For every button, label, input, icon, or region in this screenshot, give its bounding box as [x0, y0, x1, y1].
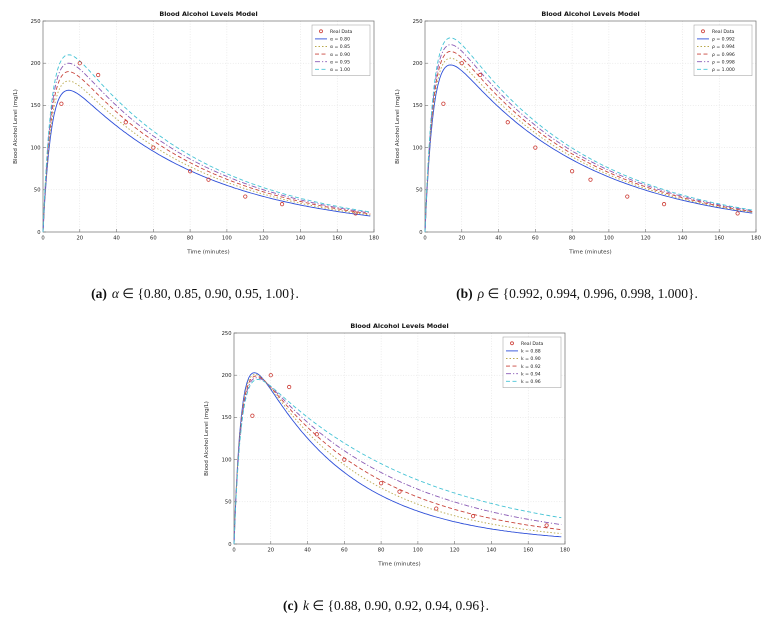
- svg-text:50: 50: [34, 188, 41, 194]
- svg-text:α = 0.90: α = 0.90: [330, 52, 350, 58]
- svg-text:Real Data: Real Data: [521, 341, 544, 347]
- svg-text:140: 140: [295, 236, 305, 242]
- svg-text:120: 120: [259, 236, 269, 242]
- svg-text:60: 60: [341, 548, 348, 554]
- svg-text:100: 100: [222, 236, 232, 242]
- svg-text:Blood Alcohol Level (mg/L): Blood Alcohol Level (mg/L): [204, 401, 210, 476]
- svg-text:α = 0.95: α = 0.95: [330, 59, 350, 65]
- svg-text:150: 150: [413, 103, 423, 109]
- top-row: 0 20 40 60 80 100 120 140 160 180 0 50 100 150 200 250 B…: [0, 6, 772, 302]
- svg-text:k = 0.88: k = 0.88: [521, 349, 541, 355]
- svg-text:0: 0: [232, 548, 235, 554]
- caption-a-symbol: α: [111, 286, 119, 301]
- svg-text:Blood Alcohol Levels Model: Blood Alcohol Levels Model: [350, 322, 448, 330]
- svg-text:Real Data: Real Data: [712, 29, 735, 35]
- svg-text:ρ = 0.994: ρ = 0.994: [712, 44, 735, 50]
- svg-text:Blood Alcohol Levels Model: Blood Alcohol Levels Model: [541, 10, 639, 18]
- svg-text:50: 50: [416, 188, 423, 194]
- svg-text:150: 150: [31, 103, 41, 109]
- svg-text:0: 0: [41, 236, 44, 242]
- svg-text:20: 20: [458, 236, 465, 242]
- svg-text:ρ = 0.996: ρ = 0.996: [712, 52, 735, 58]
- svg-text:k = 0.94: k = 0.94: [521, 371, 541, 377]
- chart-c-blood-alcohol-k: 0 20 40 60 80 100 120 140 160 180 0 50 100 150 200 250 B…: [204, 322, 570, 568]
- caption-c-label: (c): [283, 598, 298, 613]
- svg-text:k = 0.90: k = 0.90: [521, 356, 541, 362]
- figure-c: 0 20 40 60 80 100 120 140 160 180 0 50 100 150 200 250 B…: [198, 318, 574, 614]
- caption-c-symbol: k: [303, 598, 309, 613]
- svg-text:250: 250: [222, 331, 232, 337]
- svg-text:50: 50: [225, 500, 232, 506]
- svg-text:40: 40: [495, 236, 502, 242]
- svg-text:20: 20: [267, 548, 274, 554]
- svg-text:160: 160: [332, 236, 342, 242]
- svg-text:ρ = 1.000: ρ = 1.000: [712, 67, 735, 73]
- svg-text:80: 80: [378, 548, 385, 554]
- svg-text:Time (minutes): Time (minutes): [186, 250, 229, 256]
- svg-text:Time (minutes): Time (minutes): [568, 250, 611, 256]
- svg-text:100: 100: [413, 548, 423, 554]
- svg-text:160: 160: [523, 548, 533, 554]
- figure-a: 0 20 40 60 80 100 120 140 160 180 0 50 100 150 200 250 B…: [7, 6, 383, 302]
- svg-text:α = 0.85: α = 0.85: [330, 44, 350, 50]
- svg-text:0: 0: [228, 542, 231, 548]
- svg-text:180: 180: [369, 236, 379, 242]
- caption-b-text: ∈ {0.992, 0.994, 0.996, 0.998, 1.000}.: [484, 286, 698, 301]
- svg-text:100: 100: [413, 145, 423, 151]
- svg-text:150: 150: [222, 415, 232, 421]
- svg-text:0: 0: [423, 236, 426, 242]
- svg-text:100: 100: [604, 236, 614, 242]
- caption-a: (a) α ∈ {0.80, 0.85, 0.90, 0.95, 1.00}.: [91, 286, 299, 302]
- caption-b: (b) ρ ∈ {0.992, 0.994, 0.996, 0.998, 1.00…: [456, 286, 698, 302]
- svg-text:k = 0.96: k = 0.96: [521, 379, 541, 385]
- svg-text:200: 200: [31, 61, 41, 67]
- svg-text:20: 20: [76, 236, 83, 242]
- svg-text:80: 80: [569, 236, 576, 242]
- svg-text:250: 250: [31, 19, 41, 25]
- svg-text:0: 0: [419, 230, 422, 236]
- svg-text:120: 120: [641, 236, 651, 242]
- svg-text:160: 160: [714, 236, 724, 242]
- svg-text:180: 180: [751, 236, 761, 242]
- chart-b-blood-alcohol-rho: 0 20 40 60 80 100 120 140 160 180 0 50 100 150 200 250 B…: [395, 10, 761, 256]
- svg-text:120: 120: [450, 548, 460, 554]
- svg-text:200: 200: [222, 373, 232, 379]
- svg-text:140: 140: [486, 548, 496, 554]
- caption-b-symbol: ρ: [477, 286, 485, 301]
- svg-text:60: 60: [150, 236, 157, 242]
- svg-text:Blood Alcohol Levels Model: Blood Alcohol Levels Model: [159, 10, 257, 18]
- svg-text:Real Data: Real Data: [330, 29, 353, 35]
- svg-text:Time (minutes): Time (minutes): [377, 562, 420, 568]
- svg-text:ρ = 0.992: ρ = 0.992: [712, 37, 735, 43]
- chart-a-blood-alcohol-alpha: 0 20 40 60 80 100 120 140 160 180 0 50 100 150 200 250 B…: [13, 10, 379, 256]
- svg-text:α = 0.80: α = 0.80: [330, 37, 350, 43]
- bottom-row: 0 20 40 60 80 100 120 140 160 180 0 50 100 150 200 250 B…: [0, 318, 772, 614]
- svg-text:100: 100: [31, 145, 41, 151]
- caption-c-text: ∈ {0.88, 0.90, 0.92, 0.94, 0.96}.: [309, 598, 489, 613]
- svg-text:250: 250: [413, 19, 423, 25]
- svg-text:140: 140: [677, 236, 687, 242]
- svg-text:200: 200: [413, 61, 423, 67]
- svg-text:ρ = 0.998: ρ = 0.998: [712, 59, 735, 65]
- caption-a-label: (a): [91, 286, 107, 301]
- figure-b: 0 20 40 60 80 100 120 140 160 180 0 50 100 150 200 250 B…: [389, 6, 765, 302]
- svg-text:0: 0: [37, 230, 40, 236]
- svg-text:40: 40: [113, 236, 120, 242]
- svg-text:100: 100: [222, 457, 232, 463]
- caption-a-text: ∈ {0.80, 0.85, 0.90, 0.95, 1.00}.: [118, 286, 299, 301]
- svg-text:k = 0.92: k = 0.92: [521, 364, 541, 370]
- svg-text:80: 80: [187, 236, 194, 242]
- caption-c: (c) k ∈ {0.88, 0.90, 0.92, 0.94, 0.96}.: [283, 598, 489, 614]
- svg-text:Blood Alcohol Level (mg/L): Blood Alcohol Level (mg/L): [395, 89, 401, 164]
- svg-text:Blood Alcohol Level (mg/L): Blood Alcohol Level (mg/L): [13, 89, 19, 164]
- svg-text:60: 60: [532, 236, 539, 242]
- caption-b-label: (b): [456, 286, 473, 301]
- svg-text:40: 40: [304, 548, 311, 554]
- svg-text:180: 180: [560, 548, 570, 554]
- svg-text:α = 1.00: α = 1.00: [330, 67, 350, 73]
